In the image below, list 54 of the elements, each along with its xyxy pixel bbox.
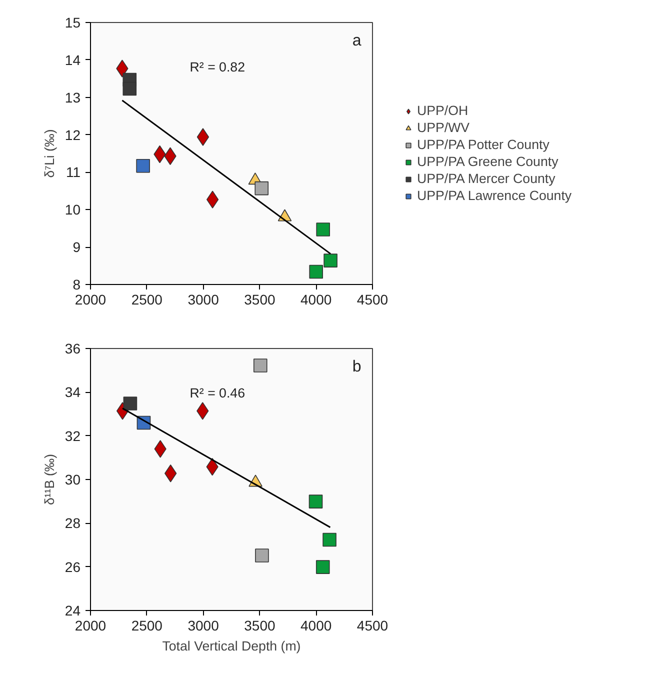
y-tick-label: 8 [72, 276, 81, 292]
legend-label: UPP/WV [417, 120, 470, 135]
y-tick-label: 34 [64, 384, 81, 400]
y-tick-label: 11 [66, 164, 81, 180]
y-tick-label: 10 [64, 202, 81, 218]
point [255, 548, 269, 562]
annotation: R² = 0.82 [190, 60, 246, 75]
x-tick-label: 2500 [131, 292, 163, 308]
x-tick-label: 3500 [244, 618, 276, 634]
x-tick-label: 4000 [300, 292, 332, 308]
y-tick-label: 9 [72, 239, 81, 256]
y-tick-label: 15 [64, 14, 81, 30]
legend-label: UPP/PA Mercer County [417, 171, 556, 186]
y-tick-label: 36 [64, 340, 81, 356]
point [308, 494, 323, 508]
x-tick-label: 4500 [356, 292, 388, 308]
x-tick-label: 3000 [188, 618, 220, 634]
point [253, 358, 268, 372]
point [196, 128, 210, 146]
x-tick-label: 3500 [244, 292, 276, 308]
point [122, 82, 137, 96]
y-tick-label: 13 [64, 89, 81, 106]
y-axis-title: δ⁷Li (‰) [42, 129, 57, 178]
point [309, 264, 323, 279]
annotation: b [352, 358, 362, 376]
annotation: a [352, 32, 362, 50]
x-tick-label: 2000 [74, 292, 106, 308]
point [316, 560, 330, 574]
y-tick-label: 32 [64, 428, 81, 444]
legend-label: UPP/OH [417, 103, 468, 118]
y-tick-label: 30 [64, 472, 81, 488]
y-tick-label: 14 [64, 52, 81, 68]
x-tick-label: 3000 [188, 292, 220, 308]
x-tick-label: 2000 [74, 618, 106, 634]
point [206, 190, 219, 208]
x-axis-title: Total Vertical Depth (m) [162, 638, 301, 654]
legend-label: UPP/PA Potter County [417, 137, 550, 152]
point [136, 158, 150, 173]
point [316, 222, 330, 236]
x-tick-label: 2500 [131, 618, 163, 634]
point [324, 254, 338, 268]
y-tick-label: 26 [64, 558, 81, 575]
y-tick-label: 24 [64, 602, 81, 618]
y-tick-label: 28 [64, 515, 81, 532]
x-tick-label: 4500 [356, 618, 388, 634]
annotation: R² = 0.46 [190, 386, 246, 401]
y-axis-title: δ¹¹B (‰) [42, 454, 57, 506]
point [123, 396, 138, 410]
x-tick-label: 4000 [300, 618, 332, 634]
point [254, 181, 269, 196]
point [322, 532, 336, 547]
y-tick-label: 12 [64, 126, 81, 143]
legend-label: UPP/PA Greene County [417, 154, 558, 169]
legend-label: UPP/PA Lawrence County [417, 188, 572, 203]
